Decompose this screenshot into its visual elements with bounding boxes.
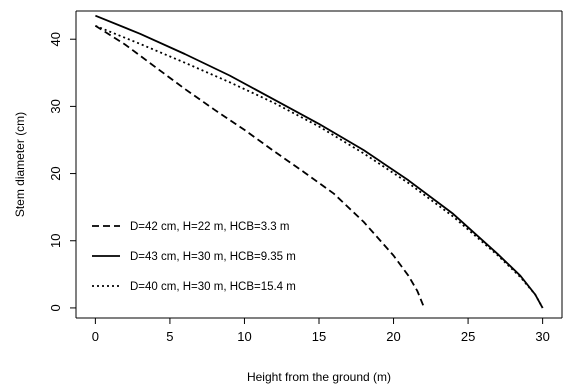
legend-label: D=40 cm, H=30 m, HCB=15.4 m bbox=[130, 281, 296, 293]
y-ticks: 0 10 20 30 40 bbox=[48, 32, 76, 312]
x-axis-label: Height from the ground (m) bbox=[247, 370, 391, 384]
legend: D=42 cm, H=22 m, HCB=3.3 m D=43 cm, H=30 … bbox=[92, 221, 296, 293]
y-axis-label: Stem diameter (cm) bbox=[13, 112, 27, 217]
legend-label: D=43 cm, H=30 m, HCB=9.35 m bbox=[130, 251, 296, 263]
y-tick-label: 30 bbox=[48, 99, 63, 113]
x-tick-label: 10 bbox=[237, 329, 251, 344]
series bbox=[94, 14, 544, 309]
y-tick-label: 10 bbox=[48, 234, 63, 248]
axes: 0 5 10 15 20 25 30 0 10 20 30 40 bbox=[48, 10, 563, 344]
y-tick-label: 0 bbox=[48, 304, 63, 311]
x-ticks: 0 5 10 15 20 25 30 bbox=[92, 318, 550, 344]
x-tick-label: 0 bbox=[92, 329, 99, 344]
legend-label: D=42 cm, H=22 m, HCB=3.3 m bbox=[130, 221, 289, 233]
series-line-1 bbox=[94, 25, 425, 307]
x-tick-label: 5 bbox=[166, 329, 173, 344]
y-tick-label: 20 bbox=[48, 166, 63, 180]
series-line-2 bbox=[95, 14, 544, 309]
x-tick-label: 15 bbox=[312, 329, 326, 344]
x-tick-label: 30 bbox=[535, 329, 549, 344]
x-tick-label: 20 bbox=[386, 329, 400, 344]
x-tick-label: 25 bbox=[461, 329, 475, 344]
y-tick-label: 40 bbox=[48, 32, 63, 46]
series-line-3 bbox=[95, 24, 544, 309]
